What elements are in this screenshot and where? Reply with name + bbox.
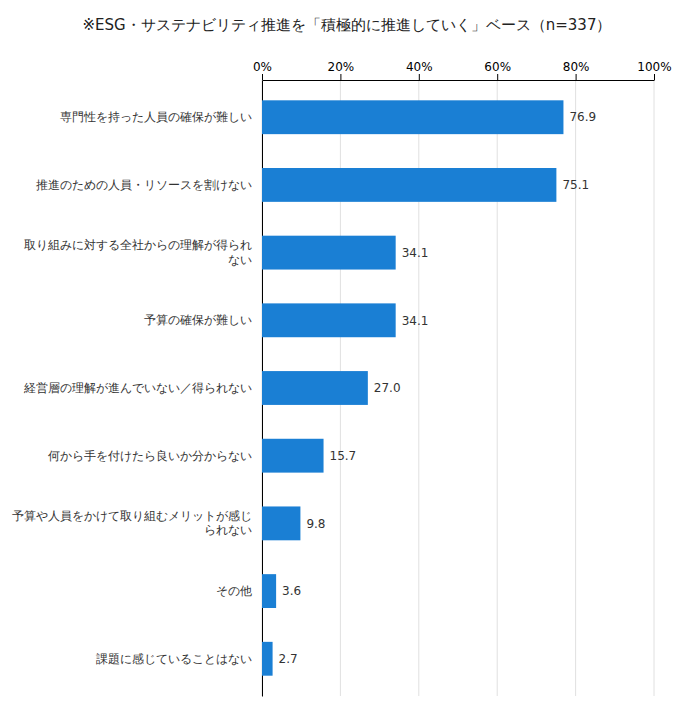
category-label-line: 推進のための人員・リソースを割けない — [36, 178, 252, 192]
bar — [262, 574, 276, 608]
category-label-line: 何から手を付けたら良いか分からない — [48, 449, 252, 463]
category-label: 取り組みに対する全社からの理解が得られない — [24, 238, 252, 266]
data-label: 3.6 — [282, 584, 301, 598]
chart-svg: ※ESG・サステナビリティ推進を「積極的に推進していく」ベース（n=337） 0%… — [0, 0, 694, 720]
y-tick: 何から手を付けたら良いか分からない — [48, 449, 262, 463]
data-label: 2.7 — [279, 652, 298, 666]
y-tick: 専門性を持った人員の確保が難しい — [60, 110, 262, 124]
x-tick-label: 80% — [563, 60, 590, 74]
data-label: 27.0 — [374, 381, 401, 395]
y-tick: 推進のための人員・リソースを割けない — [36, 178, 262, 192]
x-tick-mark — [497, 74, 498, 80]
x-tick-mark — [262, 74, 263, 80]
x-tick: 20% — [328, 60, 355, 80]
x-tick: 80% — [563, 60, 590, 80]
data-label: 34.1 — [402, 246, 429, 260]
data-label: 9.8 — [306, 517, 325, 531]
x-tick-mark — [576, 74, 577, 80]
x-tick: 40% — [406, 60, 433, 80]
x-axis-line — [263, 80, 655, 81]
category-label: 予算や人員をかけて取り組むメリットが感じられない — [12, 509, 252, 537]
y-tick: その他 — [216, 584, 262, 598]
plot: 0% 20% 40% 60% 80% 100% 専門性を持った人員の確保が難しい推進のための… — [12, 60, 672, 697]
bar — [262, 236, 396, 270]
category-label-line: ない — [228, 253, 252, 267]
category-label-line: 経営層の理解が進んでいない／得られない — [23, 381, 252, 395]
category-label-line: 専門性を持った人員の確保が難しい — [60, 110, 252, 124]
bar — [262, 371, 368, 405]
x-tick-label: 20% — [328, 60, 355, 74]
x-axis: 0% 20% 40% 60% 80% 100% — [253, 60, 672, 81]
bar — [262, 439, 324, 473]
x-tick: 60% — [484, 60, 511, 80]
category-label: 何から手を付けたら良いか分からない — [48, 449, 252, 463]
bar — [262, 168, 556, 202]
data-label: 76.9 — [569, 110, 596, 124]
bar — [262, 642, 273, 676]
title: ※ESG・サステナビリティ推進を「積極的に推進していく」ベース（n=337） — [83, 16, 612, 34]
x-tick: 100% — [637, 60, 671, 80]
category-label-line: られない — [204, 523, 252, 537]
category-label: 推進のための人員・リソースを割けない — [36, 178, 252, 192]
category-label-line: 予算や人員をかけて取り組むメリットが感じ — [12, 509, 252, 523]
data-label: 34.1 — [402, 314, 429, 328]
bar — [262, 506, 300, 540]
category-label-line: 課題に感じていることはない — [96, 652, 252, 666]
bars — [262, 100, 563, 675]
y-tick: 予算の確保が難しい — [144, 313, 262, 327]
category-label: 課題に感じていることはない — [96, 652, 252, 666]
category-label-line: 取り組みに対する全社からの理解が得られ — [24, 238, 252, 252]
data-label: 75.1 — [562, 178, 589, 192]
y-tick: 課題に感じていることはない — [96, 652, 262, 666]
category-label: その他 — [216, 584, 252, 598]
category-label: 予算の確保が難しい — [144, 313, 252, 327]
y-tick: 取り組みに対する全社からの理解が得られない — [24, 238, 262, 266]
x-tick-mark — [340, 74, 341, 80]
grid — [262, 80, 654, 696]
y-tick: 予算や人員をかけて取り組むメリットが感じられない — [12, 509, 262, 537]
category-label-line: 予算の確保が難しい — [144, 313, 252, 327]
grid-line — [654, 80, 655, 696]
data-label: 15.7 — [330, 449, 357, 463]
grid-line — [575, 80, 576, 696]
x-tick-mark — [654, 74, 655, 80]
chart-container: ※ESG・サステナビリティ推進を「積極的に推進していく」ベース（n=337） 0%… — [0, 0, 694, 720]
category-label-line: その他 — [216, 584, 252, 598]
bar — [262, 100, 563, 134]
x-tick-label: 60% — [484, 60, 511, 74]
category-label: 経営層の理解が進んでいない／得られない — [23, 381, 252, 395]
x-tick-label: 100% — [637, 60, 671, 74]
x-tick-mark — [419, 74, 420, 80]
x-tick-label: 40% — [406, 60, 433, 74]
x-tick: 0% — [253, 60, 272, 80]
x-tick-label: 0% — [253, 60, 272, 74]
bar — [262, 303, 396, 337]
y-tick: 経営層の理解が進んでいない／得られない — [23, 381, 262, 395]
y-axis: 専門性を持った人員の確保が難しい推進のための人員・リソースを割けない取り組みに対… — [12, 81, 263, 697]
data-labels: 76.9 75.1 34.1 34.1 27.0 15.7 9.8 3.6 2.7 — [279, 110, 597, 666]
category-label: 専門性を持った人員の確保が難しい — [60, 110, 252, 124]
